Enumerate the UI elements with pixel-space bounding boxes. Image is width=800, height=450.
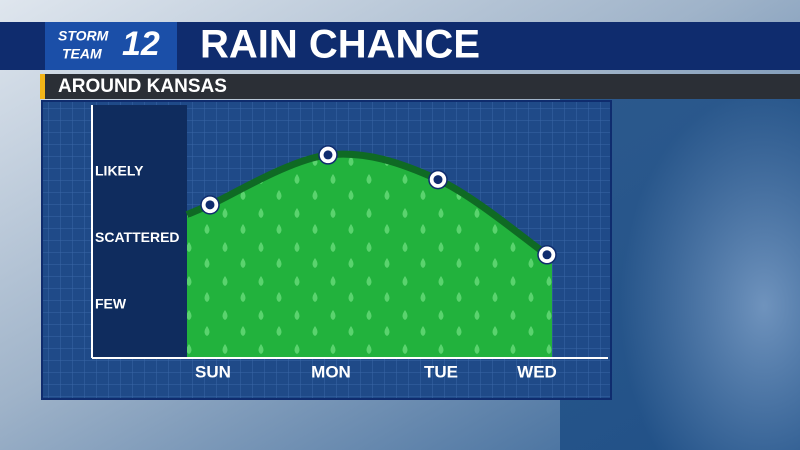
logo-box [45, 22, 177, 70]
point-center [542, 250, 552, 260]
subtitle-bar [40, 74, 800, 99]
subtitle-accent [40, 74, 45, 99]
logo-number: 12 [122, 25, 160, 63]
y-tick-label: FEW [95, 295, 127, 311]
title: RAIN CHANCE [200, 23, 480, 67]
x-tick-label: MON [311, 362, 351, 381]
point-center [433, 175, 443, 185]
label-column [92, 105, 187, 358]
y-tick-label: LIKELY [95, 162, 144, 178]
x-tick-label: TUE [424, 362, 458, 381]
x-tick-label: SUN [195, 362, 231, 381]
rain-line [208, 150, 549, 258]
point-center [323, 150, 333, 160]
y-tick-label: SCATTERED [95, 229, 180, 245]
point-center [205, 200, 215, 210]
logo-text: TEAM [62, 46, 102, 62]
logo-text: STORM [58, 28, 109, 44]
x-tick-label: WED [517, 362, 557, 381]
area-fill [187, 154, 552, 358]
subtitle: AROUND KANSAS [58, 76, 227, 97]
